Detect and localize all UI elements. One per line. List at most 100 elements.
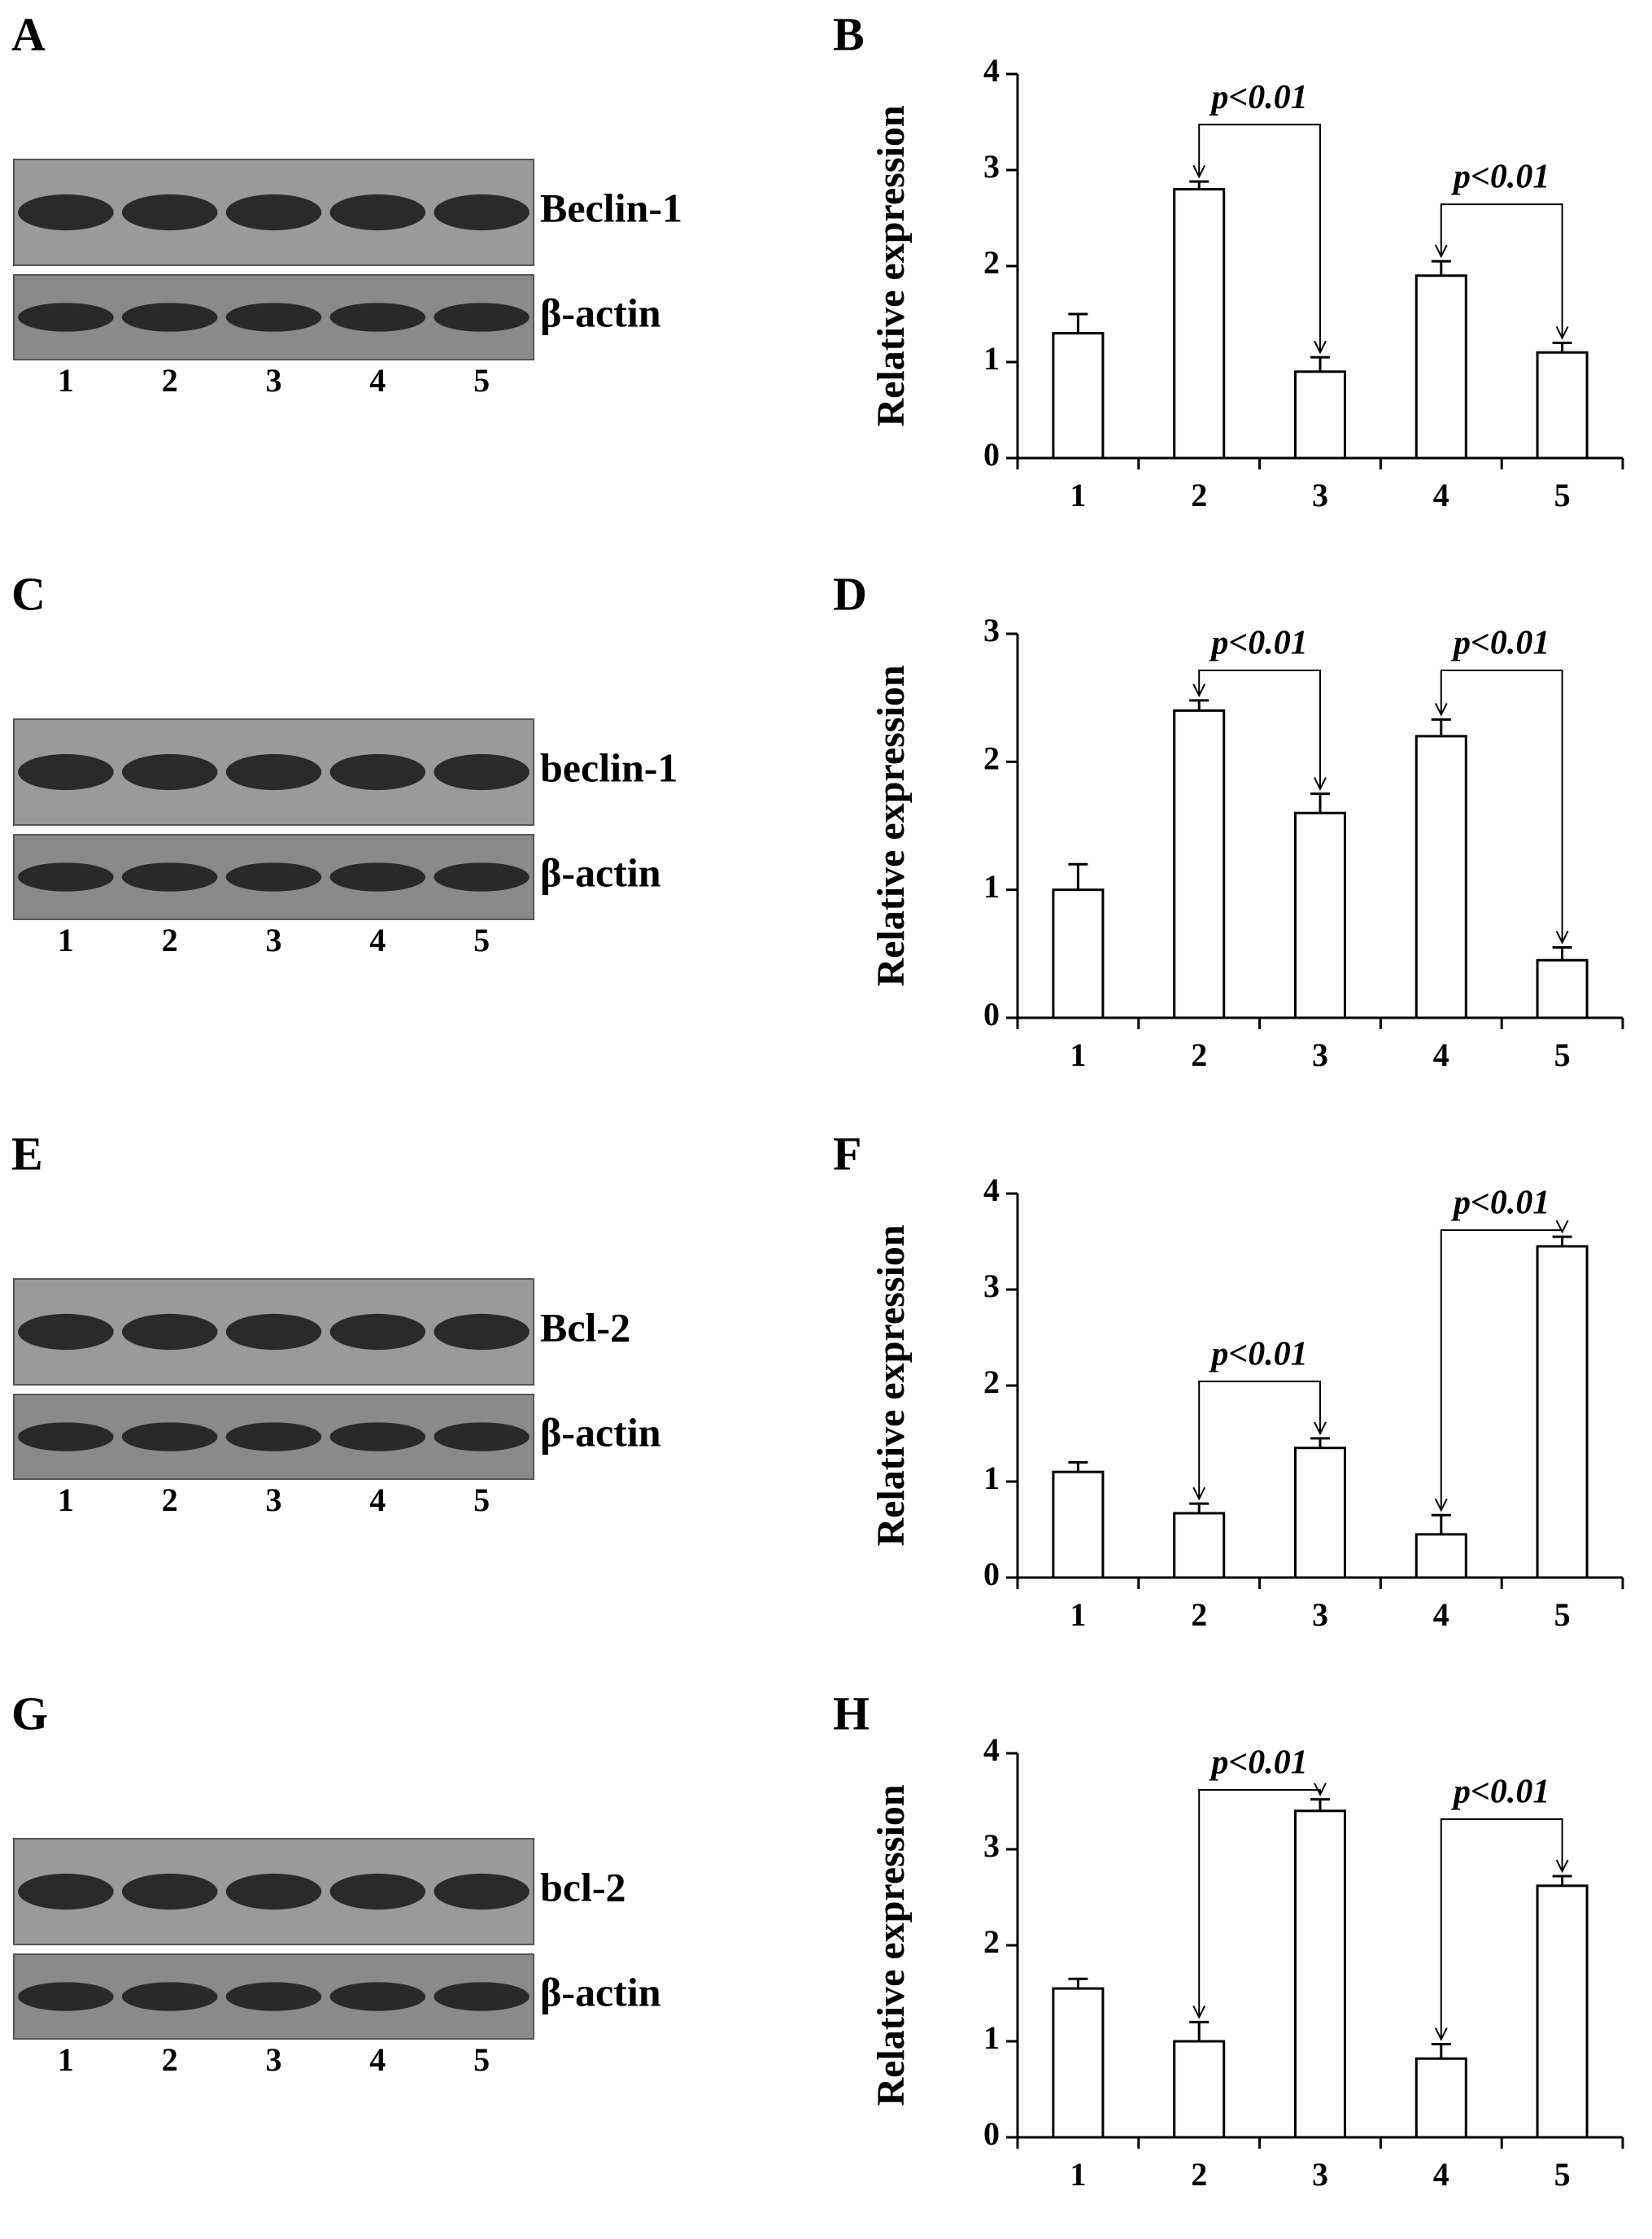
blot-band — [18, 1873, 114, 1910]
blot-band — [434, 1422, 530, 1451]
blot-band — [329, 1873, 426, 1910]
panel-letter: E — [11, 1127, 43, 1180]
blot-band — [329, 753, 426, 791]
bracket-arrow — [1314, 1783, 1327, 1796]
bracket-arrow — [1555, 325, 1569, 340]
lane-label: 1 — [58, 1482, 74, 1518]
blot-band — [18, 1422, 114, 1451]
bracket-arrow — [1314, 340, 1327, 355]
x-tick-label: 4 — [1433, 477, 1449, 513]
bar — [1414, 274, 1467, 460]
y-tick-label: 3 — [983, 1268, 1000, 1304]
bracket-arrow — [1314, 1421, 1327, 1436]
y-tick-label: 2 — [983, 1923, 1000, 1960]
bracket-arrow — [1434, 2027, 1448, 2041]
blot-band — [18, 862, 114, 892]
y-axis-label: Relative expression — [870, 665, 913, 986]
panel-letter: H — [833, 1687, 870, 1739]
bar — [1294, 370, 1346, 460]
lane-label: 1 — [58, 2041, 74, 2078]
x-tick-label: 5 — [1554, 1596, 1571, 1633]
blot-band — [329, 862, 426, 892]
y-tick-label: 3 — [983, 612, 1000, 648]
bracket-arrow — [1555, 1220, 1569, 1234]
panel-letter: D — [833, 567, 867, 620]
significance-label: p<0.01 — [1209, 1744, 1307, 1782]
blot-band — [225, 1982, 322, 2011]
y-tick-label: 3 — [983, 1827, 1000, 1864]
y-tick-label: 2 — [983, 740, 1000, 777]
bar — [1536, 958, 1589, 1019]
comparison-bracket — [1440, 670, 1563, 941]
bracket-arrow — [1555, 1859, 1569, 1874]
blot-band — [18, 1313, 114, 1351]
lane-label: 5 — [473, 2041, 490, 2078]
blot-band — [434, 1873, 530, 1910]
blot-label: β-actin — [540, 290, 661, 335]
bar — [1173, 1512, 1226, 1579]
blot-band — [225, 1873, 322, 1910]
significance-label: p<0.01 — [1451, 625, 1550, 662]
y-tick-label: 1 — [983, 340, 1000, 377]
y-axis-label: Relative expression — [870, 1224, 913, 1546]
y-tick-label: 3 — [983, 148, 1000, 185]
bar — [1536, 1245, 1589, 1579]
x-tick-label: 5 — [1554, 2156, 1571, 2193]
bracket-arrow — [1434, 244, 1448, 259]
significance-label: p<0.01 — [1209, 625, 1307, 662]
bracket-arrow — [1314, 777, 1327, 791]
x-tick-label: 1 — [1070, 1037, 1086, 1073]
blot-band — [18, 1982, 114, 2011]
blot-band — [434, 1313, 530, 1351]
bar — [1414, 735, 1467, 1019]
bar — [1294, 1809, 1346, 2139]
blot-band — [121, 303, 218, 332]
y-tick-label: 1 — [983, 868, 1000, 905]
significance-label: p<0.01 — [1451, 159, 1550, 196]
bar — [1294, 811, 1346, 1019]
lane-label: 4 — [369, 1482, 386, 1518]
bracket-arrow — [1434, 1498, 1448, 1512]
lane-label: 2 — [162, 2041, 178, 2078]
bar — [1173, 188, 1226, 460]
significance-label: p<0.01 — [1209, 79, 1307, 116]
y-tick-label: 0 — [983, 436, 1000, 473]
bar — [1052, 1987, 1105, 2139]
panel-letter: A — [11, 7, 46, 60]
comparison-bracket — [1440, 203, 1563, 337]
blot-label: beclin-1 — [540, 744, 678, 790]
y-tick-label: 0 — [983, 2115, 1000, 2152]
blot-band — [18, 303, 114, 332]
x-tick-label: 4 — [1433, 1596, 1449, 1633]
y-tick-label: 2 — [983, 1364, 1000, 1400]
blot-band — [329, 194, 426, 231]
comparison-bracket — [1198, 670, 1321, 788]
comparison-bracket — [1198, 1789, 1321, 2016]
x-tick-label: 3 — [1312, 2156, 1328, 2193]
y-tick-label: 1 — [983, 1460, 1000, 1496]
blot-label: Beclin-1 — [540, 185, 682, 230]
x-tick-label: 1 — [1070, 2156, 1086, 2193]
x-tick-label: 1 — [1070, 477, 1086, 513]
blot-band — [434, 1982, 530, 2011]
bar — [1536, 1884, 1589, 2139]
lane-label: 3 — [266, 922, 282, 958]
y-tick-label: 4 — [983, 1172, 1000, 1208]
blot-band — [121, 1873, 218, 1910]
x-tick-label: 4 — [1433, 1037, 1449, 1073]
x-tick-label: 2 — [1191, 1596, 1207, 1633]
bar — [1294, 1447, 1346, 1579]
lane-label: 4 — [369, 362, 386, 399]
lane-label: 4 — [369, 2041, 386, 2078]
bar — [1414, 1533, 1467, 1579]
panel-letter: C — [11, 567, 46, 620]
bar — [1052, 332, 1105, 460]
panel-letter: G — [11, 1687, 48, 1739]
blot-band — [121, 1422, 218, 1451]
panel-letter: B — [833, 7, 865, 60]
blot-band — [121, 1982, 218, 2011]
panel-letter: F — [833, 1127, 861, 1180]
lane-label: 1 — [58, 362, 74, 399]
x-tick-label: 5 — [1554, 1037, 1571, 1073]
lane-label: 3 — [266, 2041, 282, 2078]
